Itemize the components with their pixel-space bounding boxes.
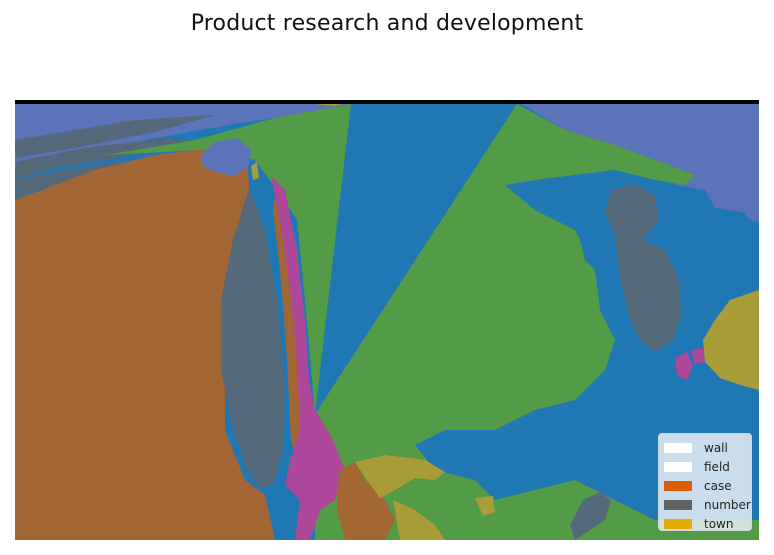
legend-swatch-case xyxy=(664,480,692,491)
legend-label: number xyxy=(704,498,751,513)
olive-region-right xyxy=(703,290,759,390)
segmentation-map xyxy=(15,100,759,540)
magenta-island-2 xyxy=(691,348,705,364)
slate-island-small xyxy=(570,492,611,540)
slate-island xyxy=(605,184,681,352)
legend-item: number xyxy=(664,496,751,515)
legend-label: case xyxy=(704,478,732,493)
legend-item: wall xyxy=(664,438,751,457)
legend-swatch-field xyxy=(664,461,692,472)
brown-region xyxy=(15,148,275,540)
brown-peninsula xyxy=(337,462,395,540)
top-border xyxy=(15,100,759,104)
magenta-island-1 xyxy=(675,352,693,380)
figure-title: Product research and development xyxy=(190,11,584,36)
brown-strip xyxy=(273,180,303,470)
green-landmass xyxy=(315,104,759,540)
slate-lens xyxy=(221,188,285,488)
segmentation-image xyxy=(15,100,759,540)
legend-label: wall xyxy=(704,440,728,455)
olive-region-bottom xyxy=(355,455,445,498)
ocean-inlet-1 xyxy=(575,210,615,280)
olive-island xyxy=(475,496,495,516)
periwinkle-blob xyxy=(201,138,251,176)
legend: wall field case number town xyxy=(658,433,752,531)
periwinkle-band-right xyxy=(515,100,759,215)
periwinkle-fleck xyxy=(743,204,759,222)
legend-swatch-wall xyxy=(664,442,692,453)
magenta-strip xyxy=(271,176,345,540)
legend-swatch-town xyxy=(664,519,692,530)
olive-region-bottom-2 xyxy=(393,500,445,540)
legend-swatch-number xyxy=(664,500,692,511)
legend-label: town xyxy=(704,517,734,532)
legend-label: field xyxy=(704,459,730,474)
legend-item: field xyxy=(664,457,751,476)
slate-streak-top xyxy=(15,115,215,158)
green-wedge-upper xyxy=(105,104,351,414)
legend-item: town xyxy=(664,515,751,534)
olive-bit-top xyxy=(251,162,259,180)
legend-item: case xyxy=(664,476,751,495)
ocean-inlet-2 xyxy=(615,335,695,400)
